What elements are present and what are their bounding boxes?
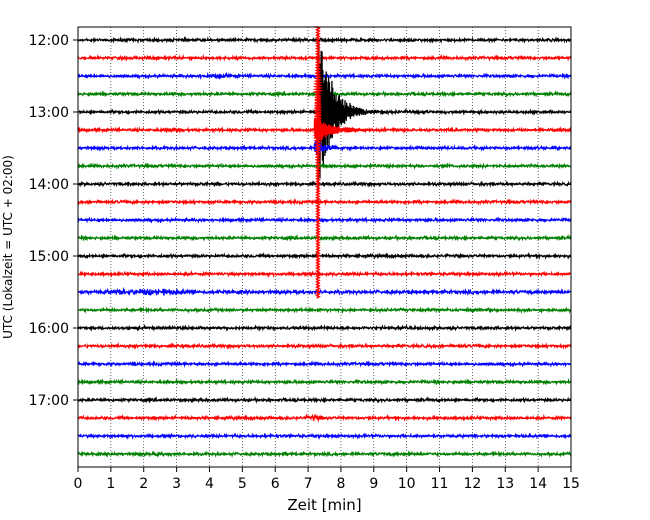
x-tick-label: 3 (172, 476, 181, 492)
x-tick-label: 15 (562, 476, 580, 492)
event-group (312, 26, 378, 299)
seismic-trace (77, 38, 572, 192)
x-tick-label: 13 (496, 476, 514, 492)
x-axis-ticks: 0 1 2 3 4 5 6 7 8 9 10 11 12 13 14 15 (74, 467, 580, 492)
x-tick-label: 0 (74, 476, 83, 492)
x-tick-label: 6 (271, 476, 280, 492)
y-axis-ticks: 12:00 13:00 14:00 15:00 16:00 17:00 (29, 33, 78, 409)
seismic-trace (77, 450, 572, 458)
seismic-trace (77, 140, 572, 154)
seismic-trace (77, 198, 572, 206)
y-tick-label: 17:00 (29, 393, 69, 409)
x-tick-label: 8 (336, 476, 345, 492)
x-tick-label: 2 (139, 476, 148, 492)
x-tick-label: 11 (431, 476, 449, 492)
seismic-trace (77, 71, 572, 81)
seismic-trace (77, 179, 572, 188)
y-tick-label: 14:00 (29, 177, 69, 193)
x-tick-label: 9 (369, 476, 378, 492)
y-tick-label: 16:00 (29, 321, 69, 337)
x-tick-label: 4 (205, 476, 214, 492)
x-tick-label: 7 (304, 476, 313, 492)
x-tick-label: 10 (398, 476, 416, 492)
seismic-trace (77, 377, 572, 386)
seismic-trace (77, 360, 572, 368)
x-tick-label: 1 (106, 476, 115, 492)
x-tick-label: 5 (238, 476, 247, 492)
seismic-trace (77, 216, 572, 224)
event-coda (317, 118, 378, 141)
x-axis-label: Zeit [min] (287, 496, 361, 514)
seismic-trace (77, 251, 572, 260)
seismic-trace (77, 162, 572, 170)
seismic-trace (77, 286, 572, 297)
y-tick-label: 13:00 (29, 105, 69, 121)
y-tick-label: 15:00 (29, 249, 69, 265)
seismic-trace (77, 323, 572, 332)
plot-frame (77, 26, 572, 468)
seismic-trace (77, 413, 572, 423)
seismic-trace (77, 35, 572, 45)
event-spike (312, 26, 324, 299)
y-tick-label: 12:00 (29, 33, 69, 49)
seismic-trace (77, 432, 572, 441)
seismic-trace (77, 341, 572, 350)
seismic-trace (77, 305, 572, 315)
seismic-trace (77, 269, 572, 279)
seismic-trace (77, 395, 572, 404)
seismic-trace (77, 233, 572, 242)
y-axis-label: UTC (Lokalzeit = UTC + 02:00) (1, 155, 15, 339)
x-tick-label: 12 (463, 476, 481, 492)
x-tick-label: 14 (529, 476, 547, 492)
seismic-trace (77, 53, 572, 62)
